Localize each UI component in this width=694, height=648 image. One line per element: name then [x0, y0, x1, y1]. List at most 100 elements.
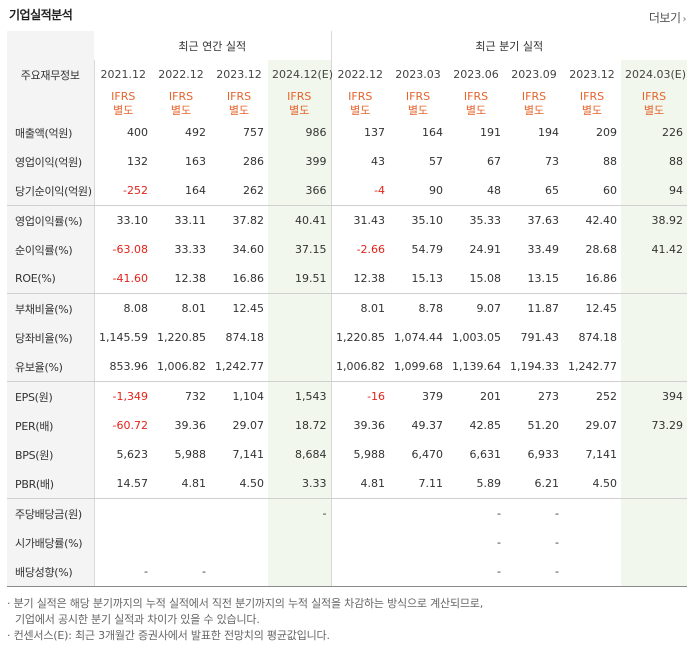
table-cell: 65 — [505, 176, 564, 206]
table-cell: 164 — [152, 176, 210, 206]
table-cell: 1,104 — [232, 390, 265, 403]
period-header: 2021.12 — [93, 60, 152, 89]
table-cell: 4.50 — [563, 469, 622, 499]
table-cell: 8.78 — [418, 302, 444, 315]
table-cell: 18.72 — [268, 411, 332, 440]
table-cell — [389, 528, 447, 557]
table-cell: 5,988 — [174, 448, 207, 461]
table-cell: -2.66 — [330, 235, 390, 264]
table-cell: 1,242.77 — [210, 352, 268, 382]
table-row: BPS(원) 5,623 5,988 7,141 8,684 5,988 6,470 6,63… — [7, 440, 688, 469]
footnote-2: · 컨센서스(E): 최근 3개월간 증권사에서 발표한 전망치의 평균값입니다… — [7, 629, 330, 642]
accounting-basis: IFRS 별도 — [210, 89, 268, 118]
accounting-basis: IFRS 별도 — [389, 89, 447, 118]
table-cell: 8.08 — [93, 293, 152, 323]
table-cell: 1,006.82 — [330, 352, 390, 382]
table-cell: 3.33 — [268, 469, 332, 499]
table-cell: 73.29 — [621, 411, 688, 440]
table-cell: 12.45 — [585, 302, 618, 315]
table-cell: 33.11 — [174, 214, 207, 227]
period-header: 2023.12 — [569, 68, 615, 81]
table-cell: 13.15 — [505, 264, 564, 294]
period-header: 2022.12 — [330, 60, 390, 89]
table-cell — [563, 499, 621, 529]
table-cell: 163 — [185, 155, 206, 168]
table-cell: 16.86 — [563, 264, 622, 294]
table-cell: 94 — [621, 176, 688, 206]
table-cell: 194 — [538, 126, 560, 139]
table-cell: 262 — [210, 176, 268, 206]
table-cell: - — [152, 557, 210, 587]
table-cell: 273 — [538, 390, 560, 403]
table-cell: 34.60 — [232, 243, 265, 256]
table-cell: -16 — [330, 381, 390, 411]
table-cell: 6,933 — [527, 448, 560, 461]
row-label: EPS(원) — [7, 381, 94, 411]
table-cell — [268, 557, 332, 587]
row-label: ROE(%) — [7, 264, 94, 294]
table-cell: 732 — [185, 390, 206, 403]
row-label: 시가배당률(%) — [7, 528, 94, 557]
table-cell — [621, 498, 688, 528]
table-cell: 88 — [603, 155, 618, 168]
table-cell: 42.85 — [469, 419, 502, 432]
accounting-basis: IFRS 별도 — [330, 89, 390, 118]
period-header: 2023.12 — [216, 68, 262, 81]
separate-label: 별도 — [581, 103, 603, 117]
separate-label: 별도 — [170, 103, 192, 117]
table-cell: 5.89 — [447, 469, 506, 499]
table-cell: -4 — [330, 176, 390, 206]
row-label: 영업이익(억원) — [7, 147, 94, 176]
footnote-1-cont: 기업에서 공시한 분기 실적과 차이가 있을 수 있습니다. — [15, 613, 260, 626]
ifrs-label: IFRS — [348, 89, 373, 103]
table-cell: 15.08 — [447, 264, 506, 294]
table-cell: 1,242.77 — [563, 352, 622, 382]
table-row: ROE(%) -41.60 12.38 16.86 19.51 12.38 15.13 15.… — [7, 264, 688, 294]
table-cell: 4.81 — [330, 469, 390, 499]
table-cell: 252 — [596, 390, 618, 403]
period-header: 2023.09 — [511, 68, 557, 81]
table-cell: 48 — [447, 176, 506, 206]
table-cell: 6.21 — [505, 469, 564, 499]
table-cell: 5,988 — [330, 440, 390, 469]
table-cell — [389, 499, 447, 529]
table-cell: 492 — [185, 126, 206, 139]
table-cell — [330, 498, 390, 528]
accounting-basis: IFRS 별도 — [563, 89, 621, 118]
annual-group-header: 최근 연간 실적 — [94, 31, 332, 60]
table-cell: 28.68 — [585, 243, 618, 256]
table-cell: 226 — [621, 118, 688, 147]
separate-label: 별도 — [228, 103, 250, 117]
table-cell: - — [505, 557, 564, 587]
ifrs-label: IFRS — [287, 89, 312, 103]
table-cell: 33.10 — [93, 205, 152, 235]
table-cell: 16.86 — [210, 264, 268, 294]
financial-table: 주요재무정보 최근 연간 실적 최근 분기 실적 2021.12 2022.12 2… — [7, 31, 688, 587]
table-cell — [621, 352, 688, 382]
ifrs-label: IFRS — [521, 89, 547, 103]
ifrs-label: IFRS — [641, 89, 667, 103]
row-label: 유보율(%) — [7, 352, 94, 382]
more-link[interactable]: 더보기 › — [649, 9, 687, 26]
table-cell: 1,543 — [268, 381, 332, 411]
table-cell: 33.33 — [174, 243, 207, 256]
table-cell: 41.42 — [621, 235, 688, 264]
table-cell — [268, 352, 332, 382]
table-cell: 1,145.59 — [93, 323, 152, 352]
table-cell: 7.11 — [389, 469, 448, 499]
table-cell: 12.38 — [330, 264, 390, 294]
table-cell: 33.49 — [527, 243, 560, 256]
table-row: 영업이익률(%) 33.10 33.11 37.82 40.41 31.43 35.10 35… — [7, 205, 688, 235]
table-cell: 8,684 — [268, 440, 332, 469]
accounting-basis: IFRS 별도 — [505, 89, 563, 118]
accounting-basis: IFRS 별도 — [447, 89, 505, 118]
table-cell: - — [268, 498, 332, 528]
table-cell: 39.36 — [174, 419, 207, 432]
accounting-basis: IFRS 별도 — [93, 89, 152, 118]
table-cell: 12.38 — [152, 264, 210, 294]
table-cell: 11.87 — [527, 302, 560, 315]
table-cell: 12.45 — [232, 302, 265, 315]
table-cell: 6,631 — [469, 448, 502, 461]
table-cell: -252 — [93, 176, 152, 206]
